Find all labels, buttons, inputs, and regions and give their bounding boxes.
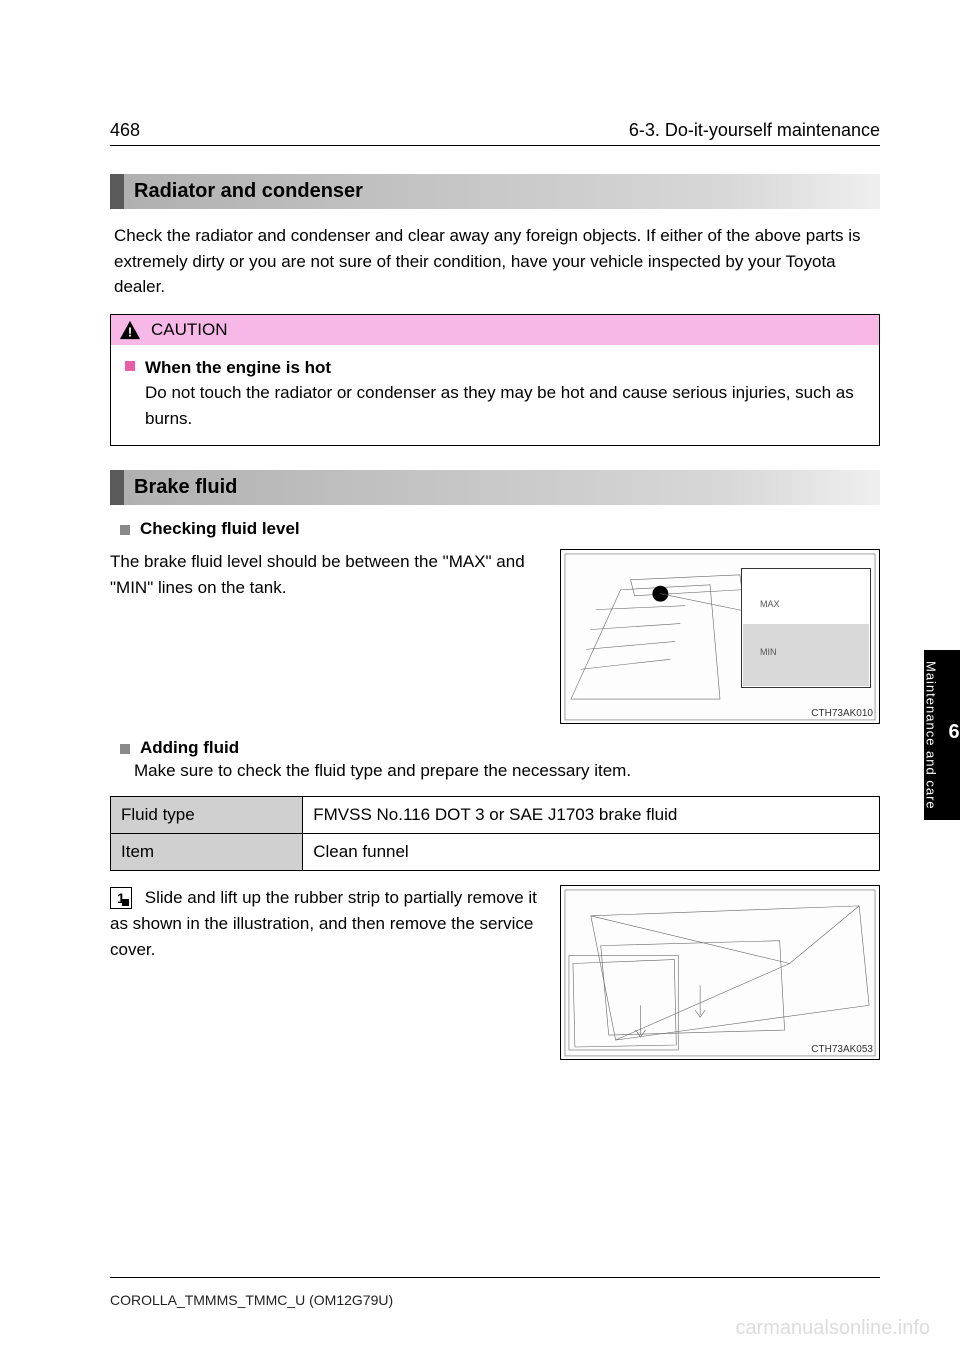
page-number: 468 (110, 120, 140, 141)
side-chapter-label: Maintenance and care (923, 661, 938, 810)
reservoir-min-label: MIN (760, 647, 777, 657)
step1-text-block: 1 Slide and lift up the rubber strip to … (110, 885, 542, 964)
caution-body: When the engine is hot Do not touch the … (111, 345, 879, 446)
watermark: carmanualsonline.info (735, 1317, 930, 1340)
table-row: Item Clean funnel (111, 833, 880, 870)
table-label: Item (111, 833, 303, 870)
reservoir-zoom: MAX MIN (741, 568, 871, 688)
figure-code: CTH73AK010 (811, 708, 873, 719)
check-text: The brake fluid level should be between … (110, 549, 542, 602)
add-text: Make sure to check the fluid type and pr… (134, 758, 880, 784)
table-row: Fluid type FMVSS No.116 DOT 3 or SAE J17… (111, 796, 880, 833)
bullet-icon (125, 361, 135, 371)
page-header: 468 6-3. Do-it-yourself maintenance (110, 120, 880, 141)
check-subheading: Checking fluid level (140, 519, 300, 539)
reservoir-max-label: MAX (760, 599, 780, 609)
fluid-table: Fluid type FMVSS No.116 DOT 3 or SAE J17… (110, 796, 880, 871)
check-subheading-row: Checking fluid level (120, 519, 880, 539)
step1-text: Slide and lift up the rubber strip to pa… (110, 888, 537, 960)
svg-text:!: ! (128, 324, 132, 339)
service-cover-illustration: CTH73AK053 (560, 885, 880, 1060)
page: 468 6-3. Do-it-yourself maintenance Radi… (0, 0, 960, 1358)
caution-box: ! CAUTION When the engine is hot Do not … (110, 314, 880, 447)
check-figure-row: The brake fluid level should be between … (110, 549, 880, 724)
section-heading-brake: Brake fluid (110, 470, 880, 505)
chapter-title: 6-3. Do-it-yourself maintenance (629, 120, 880, 141)
add-subheading-row: Adding fluid (120, 738, 880, 758)
caution-header: ! CAUTION (111, 315, 879, 345)
side-chapter-tab: 6 Maintenance and care (924, 650, 960, 820)
caution-title: When the engine is hot (145, 355, 865, 381)
footer-code: COROLLA_TMMMS_TMMC_U (OM12G79U) (110, 1292, 393, 1308)
radiator-text: Check the radiator and condenser and cle… (114, 223, 880, 300)
warning-triangle-icon: ! (119, 319, 141, 341)
side-chapter-number: 6 (948, 721, 960, 744)
header-rule (110, 145, 880, 146)
figure-code: CTH73AK053 (811, 1044, 873, 1055)
table-label: Fluid type (111, 796, 303, 833)
section-heading-radiator: Radiator and condenser (110, 174, 880, 209)
caution-label: CAUTION (151, 320, 228, 340)
table-value: Clean funnel (303, 833, 880, 870)
table-value: FMVSS No.116 DOT 3 or SAE J1703 brake fl… (303, 796, 880, 833)
footer-rule (110, 1277, 880, 1278)
add-subheading: Adding fluid (140, 738, 239, 758)
caution-text: Do not touch the radiator or condenser a… (145, 380, 865, 431)
engine-bay-reservoir-illustration: MAX MIN CTH73AK010 (560, 549, 880, 724)
step1-row: 1 Slide and lift up the rubber strip to … (110, 885, 880, 1060)
cover-sketch-icon (561, 886, 879, 1060)
bullet-icon (120, 525, 130, 535)
bullet-icon (120, 744, 130, 754)
step-number-1-icon: 1 (110, 887, 132, 909)
